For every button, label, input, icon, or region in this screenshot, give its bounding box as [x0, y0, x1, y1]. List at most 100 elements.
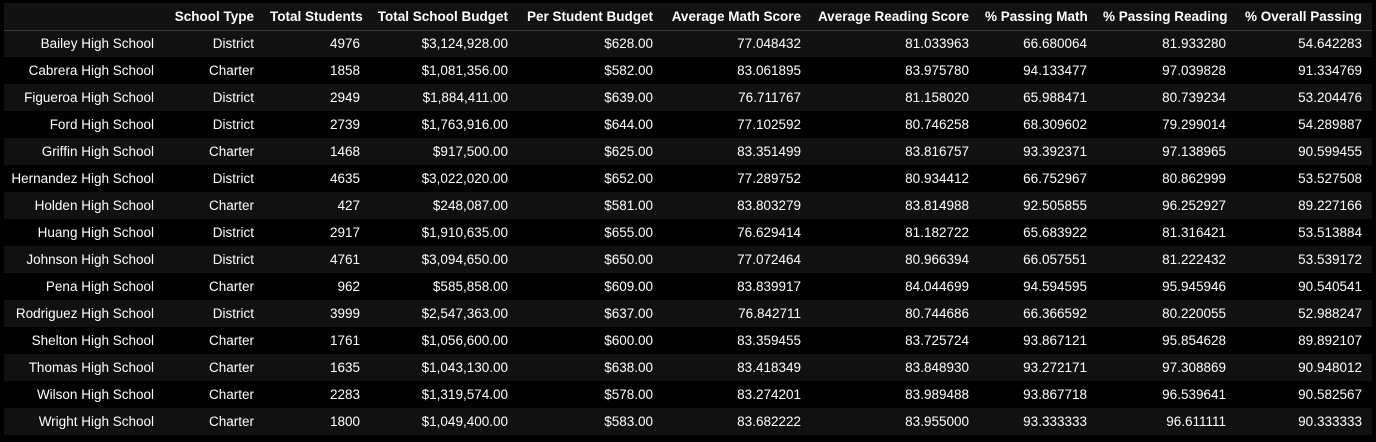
table-row: Bailey High School District 4976 $3,124,928… [4, 30, 1372, 57]
passing-reading-cell: 80.220055 [1162, 306, 1226, 321]
passing-math-cell: 94.594595 [1023, 279, 1087, 294]
overall-passing-cell: 53.539172 [1298, 252, 1362, 267]
passing-reading-cell: 80.862999 [1162, 171, 1226, 186]
school-name-cell: Hernandez High School [11, 171, 154, 186]
average-reading-score-cell: 83.725724 [905, 333, 969, 348]
average-math-score-cell: 76.629414 [737, 225, 801, 240]
school-name-cell: Rodriguez High School [15, 306, 154, 321]
school-name-cell: Griffin High School [41, 144, 154, 159]
school-name-cell: Pena High School [45, 279, 154, 294]
average-reading-score-cell: 80.744686 [905, 306, 969, 321]
index-header [4, 3, 164, 31]
passing-reading-cell: 96.539641 [1162, 387, 1226, 402]
average-reading-score-cell: 80.966394 [905, 252, 969, 267]
overall-passing-cell: 53.204476 [1298, 90, 1362, 105]
column-header-total-students: Total Students [264, 3, 370, 31]
school-type-cell: District [212, 90, 254, 105]
passing-reading-cell: 95.854628 [1162, 333, 1226, 348]
average-reading-score-cell: 81.158020 [905, 90, 969, 105]
passing-math-cell: 92.505855 [1023, 198, 1087, 213]
average-math-score-cell: 83.061895 [737, 63, 801, 78]
column-header-school-type: School Type [164, 3, 264, 31]
total-school-budget-cell: $917,500.00 [432, 144, 508, 159]
average-math-score-cell: 77.102592 [737, 117, 801, 132]
table-row: Thomas High School Charter 1635 $1,043,130.… [4, 354, 1372, 381]
passing-math-cell: 93.272171 [1023, 360, 1087, 375]
school-name-cell: Figueroa High School [24, 90, 154, 105]
total-students-cell: 962 [337, 279, 360, 294]
overall-passing-cell: 91.334769 [1298, 63, 1362, 78]
average-math-score-cell: 76.842711 [738, 306, 801, 321]
per-student-budget-cell: $637.00 [604, 306, 653, 321]
table-row: Johnson High School District 4761 $3,094,65… [4, 246, 1372, 273]
passing-reading-cell: 97.138965 [1162, 144, 1226, 159]
overall-passing-cell: 90.540541 [1298, 279, 1362, 294]
total-school-budget-cell: $3,124,928.00 [421, 36, 508, 52]
average-math-score-cell: 77.289752 [737, 171, 801, 186]
table-row: Figueroa High School District 2949 $1,884,4… [4, 84, 1372, 111]
average-math-score-cell: 83.839917 [737, 279, 801, 294]
total-school-budget-cell: $1,043,130.00 [421, 360, 508, 375]
table-row: Huang High School District 2917 $1,910,635.… [4, 219, 1372, 246]
per-student-budget-cell: $639.00 [604, 90, 653, 105]
school-name-cell: Cabrera High School [28, 63, 154, 78]
passing-math-cell: 93.392371 [1023, 144, 1087, 159]
average-reading-score-cell: 83.989488 [905, 387, 969, 402]
passing-reading-cell: 97.039828 [1162, 63, 1226, 78]
school-type-cell: District [212, 36, 254, 52]
per-student-budget-cell: $600.00 [604, 333, 653, 348]
total-students-cell: 4761 [329, 252, 360, 267]
school-name-cell: Shelton High School [31, 333, 154, 348]
total-students-cell: 4976 [329, 36, 360, 52]
passing-math-cell: 66.752967 [1023, 171, 1087, 186]
school-type-cell: District [212, 117, 254, 132]
table-row: Rodriguez High School District 3999 $2,547,… [4, 300, 1372, 327]
total-students-cell: 1858 [329, 63, 360, 78]
passing-math-cell: 68.309602 [1023, 117, 1087, 132]
passing-math-cell: 65.988471 [1023, 90, 1087, 105]
average-reading-score-cell: 81.033963 [905, 36, 969, 52]
per-student-budget-cell: $581.00 [604, 198, 653, 213]
header-row: School Type Total Students Total School … [4, 3, 1372, 31]
average-math-score-cell: 83.351499 [737, 144, 801, 159]
overall-passing-cell: 90.948012 [1298, 360, 1362, 375]
per-student-budget-cell: $578.00 [604, 387, 653, 402]
school-type-cell: Charter [208, 387, 254, 402]
total-students-cell: 4635 [329, 171, 360, 186]
per-student-budget-cell: $625.00 [604, 144, 653, 159]
total-students-cell: 1761 [329, 333, 360, 348]
school-type-cell: District [212, 225, 254, 240]
school-summary-table: School Type Total Students Total School … [4, 3, 1372, 435]
passing-reading-cell: 79.299014 [1162, 117, 1226, 132]
overall-passing-cell: 90.333333 [1298, 414, 1362, 429]
average-reading-score-cell: 84.044699 [905, 279, 969, 294]
table-body: Bailey High School District 4976 $3,124,928… [4, 30, 1372, 435]
total-students-cell: 2739 [329, 117, 360, 132]
school-name-cell: Holden High School [34, 198, 154, 213]
total-students-cell: 2917 [329, 225, 360, 240]
column-header-total-school-budget: Total School Budget [370, 3, 518, 31]
school-type-cell: Charter [208, 198, 254, 213]
table-header: School Type Total Students Total School … [4, 3, 1372, 31]
overall-passing-cell: 53.513884 [1298, 225, 1362, 240]
school-type-cell: District [212, 171, 254, 186]
overall-passing-cell: 89.892107 [1298, 333, 1362, 348]
total-school-budget-cell: $3,094,650.00 [421, 252, 508, 267]
passing-math-cell: 94.133477 [1023, 63, 1087, 78]
table-row: Griffin High School Charter 1468 $917,500.0… [4, 138, 1372, 165]
passing-math-cell: 93.867121 [1023, 333, 1087, 348]
passing-reading-cell: 81.316421 [1162, 225, 1226, 240]
per-student-budget-cell: $644.00 [604, 117, 653, 132]
total-school-budget-cell: $1,049,400.00 [421, 414, 508, 429]
total-school-budget-cell: $1,081,356.00 [421, 63, 508, 78]
passing-reading-cell: 81.222432 [1162, 252, 1226, 267]
table-row: Ford High School District 2739 $1,763,916.0… [4, 111, 1372, 138]
average-math-score-cell: 76.711767 [738, 90, 801, 105]
table-row: Holden High School Charter 427 $248,087.00 $… [4, 192, 1372, 219]
average-reading-score-cell: 80.934412 [905, 171, 969, 186]
passing-math-cell: 65.683922 [1023, 225, 1087, 240]
school-type-cell: Charter [208, 414, 254, 429]
average-reading-score-cell: 80.746258 [905, 117, 969, 132]
passing-reading-cell: 96.611111 [1166, 414, 1226, 429]
average-reading-score-cell: 83.814988 [905, 198, 969, 213]
